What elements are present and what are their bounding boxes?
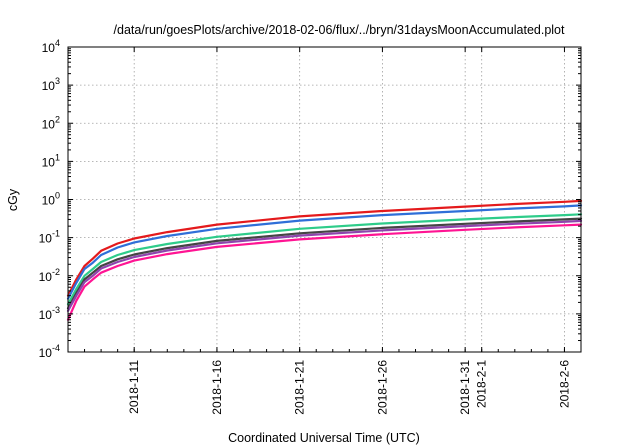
y-tick-label: 100 xyxy=(42,191,60,208)
x-axis-label: Coordinated Universal Time (UTC) xyxy=(228,431,420,445)
series-line xyxy=(66,213,583,306)
series-line xyxy=(66,217,583,310)
series-line xyxy=(66,199,583,297)
x-tick-label: 2018-1-26 xyxy=(375,360,389,415)
series-layer xyxy=(66,199,583,321)
series-line xyxy=(66,219,583,312)
y-tick-label: 10-3 xyxy=(39,305,60,322)
grid xyxy=(68,47,581,352)
x-tick-label: 2018-2-6 xyxy=(557,360,571,408)
y-tick-label: 10-2 xyxy=(39,267,60,284)
y-tick-label: 10-4 xyxy=(39,343,60,360)
x-tick-label: 2018-1-16 xyxy=(210,360,224,415)
y-tick-label: 10-1 xyxy=(39,229,60,246)
y-tick-label: 102 xyxy=(42,114,60,131)
x-tick-label: 2018-2-1 xyxy=(475,360,489,408)
series-line xyxy=(66,204,583,300)
x-tick-label: 2018-1-11 xyxy=(127,360,141,414)
x-axis: 2018-1-11 2018-1-16 2018-1-21 2018-1-26 2018… xyxy=(67,47,582,415)
series-line xyxy=(66,223,583,321)
x-tick-label: 2018-1-31 xyxy=(458,360,472,415)
x-tick-label: 2018-1-21 xyxy=(293,360,307,415)
y-tick-label: 101 xyxy=(42,152,60,169)
y-axis-label: cGy xyxy=(6,188,20,211)
y-tick-label: 104 xyxy=(42,38,60,55)
y-tick-label: 103 xyxy=(42,76,60,93)
chart-title: /data/run/goesPlots/archive/2018-02-06/f… xyxy=(114,23,565,37)
y-axis: 10-4 10-3 10-2 10-1 100 101 102 103 104 xyxy=(39,38,581,360)
